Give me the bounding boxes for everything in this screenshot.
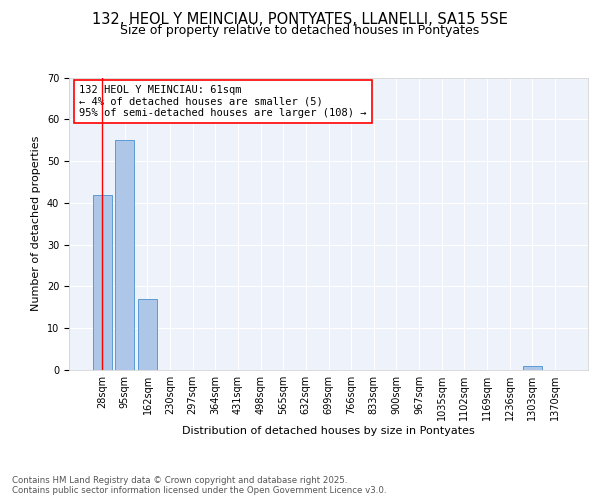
Y-axis label: Number of detached properties: Number of detached properties: [31, 136, 41, 312]
Bar: [523, 366, 542, 370]
X-axis label: Distribution of detached houses by size in Pontyates: Distribution of detached houses by size …: [182, 426, 475, 436]
Text: 132, HEOL Y MEINCIAU, PONTYATES, LLANELLI, SA15 5SE: 132, HEOL Y MEINCIAU, PONTYATES, LLANELL…: [92, 12, 508, 28]
Text: Contains HM Land Registry data © Crown copyright and database right 2025.
Contai: Contains HM Land Registry data © Crown c…: [12, 476, 386, 495]
Bar: [115, 140, 134, 370]
Text: 132 HEOL Y MEINCIAU: 61sqm
← 4% of detached houses are smaller (5)
95% of semi-d: 132 HEOL Y MEINCIAU: 61sqm ← 4% of detac…: [79, 85, 367, 118]
Bar: [138, 299, 157, 370]
Text: Size of property relative to detached houses in Pontyates: Size of property relative to detached ho…: [121, 24, 479, 37]
Bar: [92, 194, 112, 370]
